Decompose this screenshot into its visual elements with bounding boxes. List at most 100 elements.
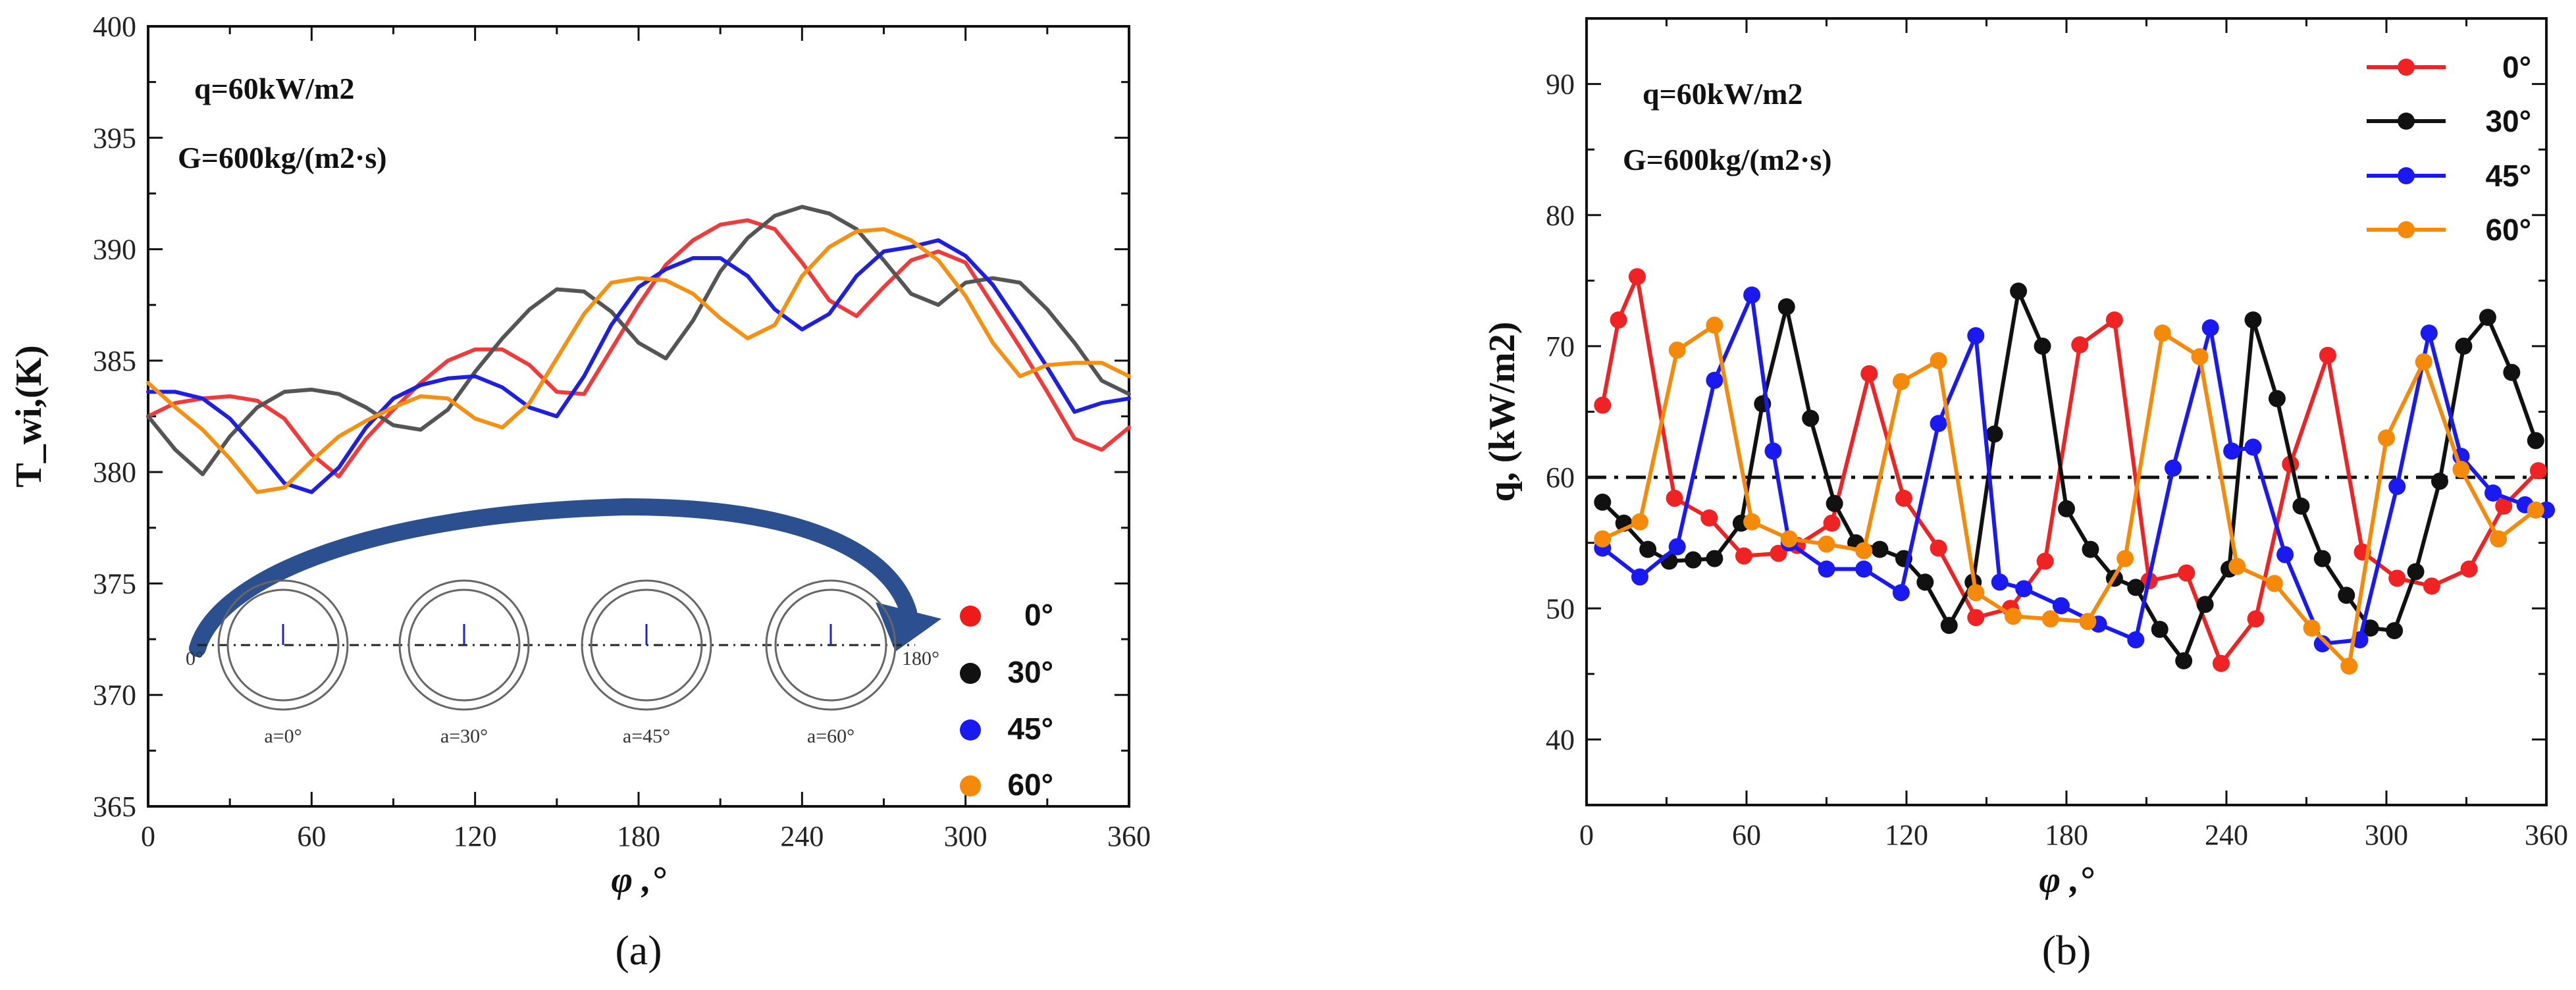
data-point — [2058, 500, 2075, 517]
panel-a-xtick-label: 60 — [297, 820, 326, 852]
data-point — [1706, 550, 1723, 567]
inset-tube-label: a=0° — [264, 725, 302, 747]
panel-a-xtick-label: 0 — [141, 820, 155, 852]
data-point — [2527, 501, 2544, 519]
panel-a-ytick-label: 400 — [93, 11, 136, 43]
data-point — [1639, 540, 1657, 558]
data-point — [2460, 560, 2478, 578]
data-point — [1826, 494, 1843, 512]
panel-b-ylabel-group: q, (kW/m2) — [1482, 322, 1523, 502]
data-point — [2015, 580, 2033, 598]
legend-marker — [960, 775, 981, 796]
data-point — [2420, 325, 2438, 342]
data-point — [2415, 353, 2432, 371]
data-point — [2265, 575, 2283, 592]
series-line-0deg — [146, 218, 1131, 479]
panel-a-ytick-label: 370 — [93, 679, 136, 712]
data-point — [2340, 657, 2358, 675]
data-point — [2178, 564, 2195, 582]
data-point — [2196, 596, 2214, 613]
panel-a-xlabel: φ ,° — [611, 860, 666, 900]
data-point — [1985, 425, 2003, 443]
legend-label: 0° — [1024, 598, 1053, 632]
data-point — [2484, 484, 2502, 502]
data-point — [1860, 365, 1878, 382]
data-point — [2303, 619, 2321, 637]
data-point — [2244, 311, 2262, 329]
legend-label: 45° — [2485, 159, 2531, 193]
panel-a-legend: 0° 30° 45° 60° — [960, 598, 1053, 802]
legend-label: 0° — [2502, 50, 2531, 84]
data-point — [2276, 546, 2294, 563]
panel-a-ylabel-group: T_wi,(K) — [9, 345, 49, 487]
panel-a-annotation-q: q=60kW/m2 — [194, 72, 354, 105]
panel-a-xtick-label: 360 — [1107, 820, 1151, 852]
inset-end-label: 180° — [902, 648, 939, 669]
panel-b-annotation-q: q=60kW/m2 — [1643, 77, 1802, 111]
panel-b-legend: 0° 30° 45° 60° — [2367, 50, 2531, 247]
data-point — [2313, 635, 2331, 653]
inset-arrow-head — [876, 602, 941, 652]
panel-a-ytick-label: 390 — [93, 234, 136, 266]
series-line-60deg — [146, 227, 1131, 494]
data-point — [2386, 622, 2404, 640]
inset-arc-arrow — [189, 498, 917, 657]
panel-b-annotation-g: G=600kg/(m2·s) — [1623, 143, 1832, 176]
data-point — [1892, 373, 1910, 390]
data-point — [1777, 298, 1795, 316]
data-point — [1743, 513, 1761, 531]
inset-tube-inner — [590, 588, 703, 702]
legend-marker — [960, 663, 981, 684]
data-point — [2378, 429, 2395, 447]
panel-a-annotation-g: G=600kg/(m2·s) — [178, 141, 387, 174]
panel-b-xtick-label: 360 — [2525, 819, 2568, 851]
data-point — [2071, 336, 2089, 353]
data-point — [1628, 268, 1646, 286]
data-point — [2388, 569, 2406, 587]
data-point — [1991, 573, 2009, 591]
panel-b-series — [1594, 268, 2555, 675]
data-point — [2452, 461, 2470, 479]
panel-a-xtick-label: 300 — [944, 820, 987, 852]
data-point — [2041, 610, 2059, 628]
data-point — [1685, 551, 1702, 569]
inset-tube-outer — [765, 579, 897, 711]
data-point — [1916, 573, 1934, 591]
data-point — [1823, 514, 1841, 532]
panel-a-ytick-label: 395 — [93, 122, 136, 154]
legend-label: 60° — [1007, 768, 1053, 802]
series-line-45deg — [146, 238, 1131, 494]
data-point — [2244, 438, 2262, 456]
inset-tube-inner — [407, 588, 521, 702]
data-point — [2388, 478, 2406, 496]
panel-b-ytick-label: 80 — [1546, 199, 1575, 232]
legend-marker — [960, 606, 981, 627]
data-point — [1871, 540, 1889, 558]
data-point — [1770, 544, 1787, 562]
legend-marker — [2398, 59, 2415, 76]
data-point — [2319, 346, 2336, 364]
panel-a-xtick-label: 180 — [617, 820, 660, 852]
data-point — [1700, 509, 1718, 527]
data-point — [1668, 341, 1686, 359]
legend-label: 60° — [2485, 213, 2531, 247]
data-point — [1940, 617, 1958, 635]
panel-b-xtick-label: 180 — [2045, 819, 2088, 851]
panel-b-ytick-label: 40 — [1546, 723, 1575, 756]
data-point — [1895, 489, 1912, 507]
legend-label: 30° — [1007, 655, 1053, 689]
panel-b-xtick-label: 240 — [2205, 819, 2248, 851]
inset-tube-label: a=30° — [440, 725, 488, 747]
data-point — [1967, 584, 1985, 602]
panel-b-xtick-label: 60 — [1732, 819, 1761, 851]
data-point — [2228, 558, 2246, 575]
data-point — [1818, 560, 1835, 578]
data-point — [2495, 497, 2513, 515]
legend-marker — [960, 719, 981, 741]
data-point — [2407, 563, 2425, 581]
data-point — [2212, 654, 2230, 672]
legend-label: 30° — [2485, 104, 2531, 138]
data-point — [2034, 337, 2051, 355]
